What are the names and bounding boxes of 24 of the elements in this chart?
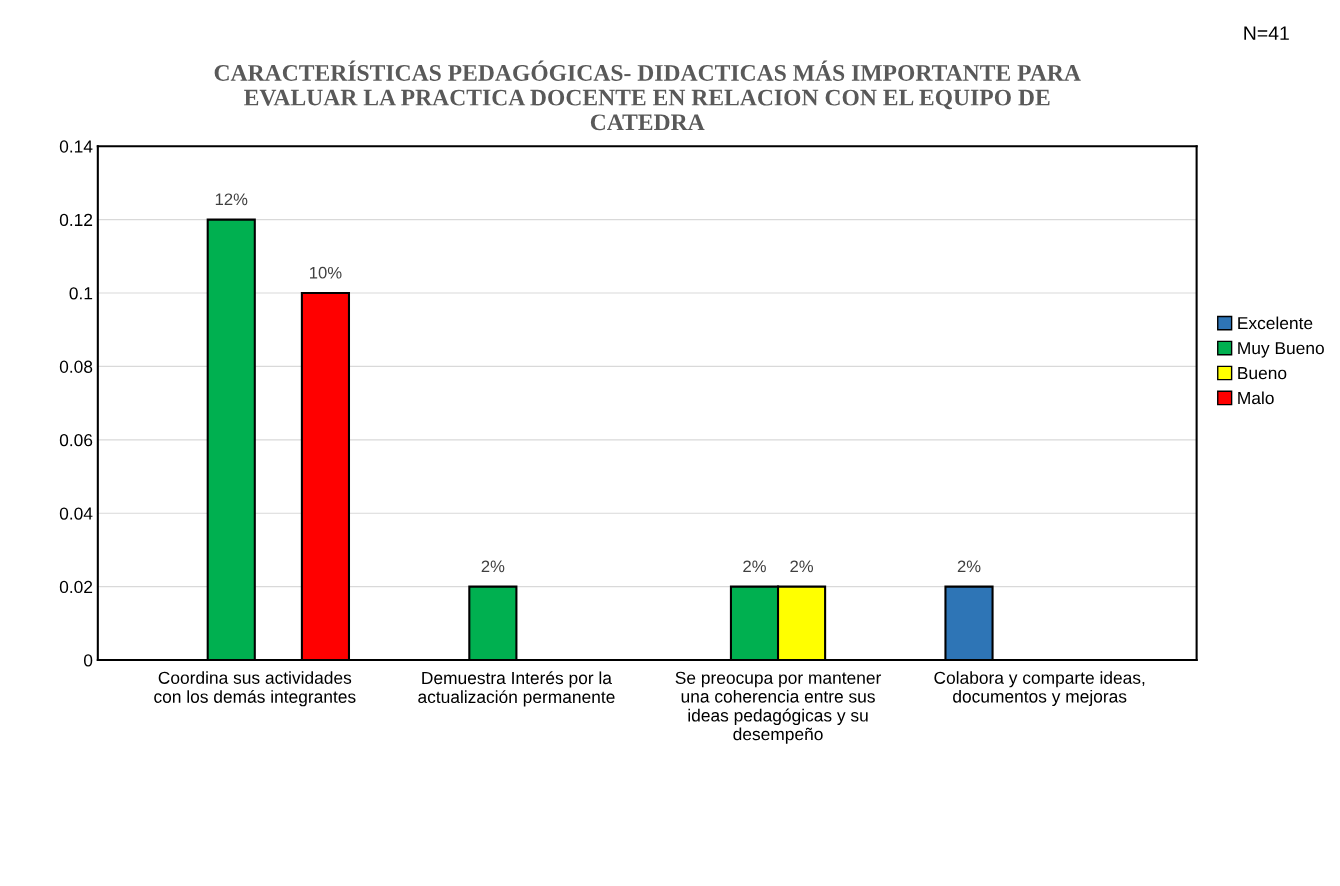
legend-label: Malo [1238,391,1274,405]
data-label: 12% [215,193,248,206]
legend-label: Muy Bueno [1238,342,1324,358]
y-tick-label: 0.12 [59,213,93,227]
data-label: 2% [957,560,981,573]
y-tick-label: 0 [83,654,93,667]
data-label: 2% [481,560,505,573]
x-tick-label: Demuestra Interés por la actualización permanente [418,671,615,707]
data-label: 10% [310,266,342,279]
x-tick-label: Coordina sus actividades con los demás integrantes [154,671,356,707]
chart-title: CARACTERÍSTICAS PEDAGÓGICAS- DIDACTICAS MÁS IMPORTANTE PARA EVALUAR LA PRACTICA DOCENTE EN RELACION CON EL EQUIPO DE CATEDRA [214,60,1081,131]
data-label: 2% [743,560,766,573]
legend-label: Excelente [1238,316,1313,330]
y-tick-label: 0.1 [69,287,93,300]
legend-label: Bueno [1238,367,1287,380]
text: N=41 [1244,26,1289,40]
y-tick-label: 0.02 [59,580,93,594]
data-label: 2% [790,560,814,573]
x-tick-label: Se preocupa por mantener una coherencia entre sus ideas pedagógicas y su desempeño [675,671,882,744]
y-tick-label: 0.04 [59,507,93,520]
y-tick-label: 0.08 [59,360,93,373]
y-tick-label: 0.14 [59,140,93,153]
x-tick-label: Colabora y comparte ideas, documentos y mejoras [934,671,1145,707]
y-tick-label: 0.06 [59,434,93,447]
